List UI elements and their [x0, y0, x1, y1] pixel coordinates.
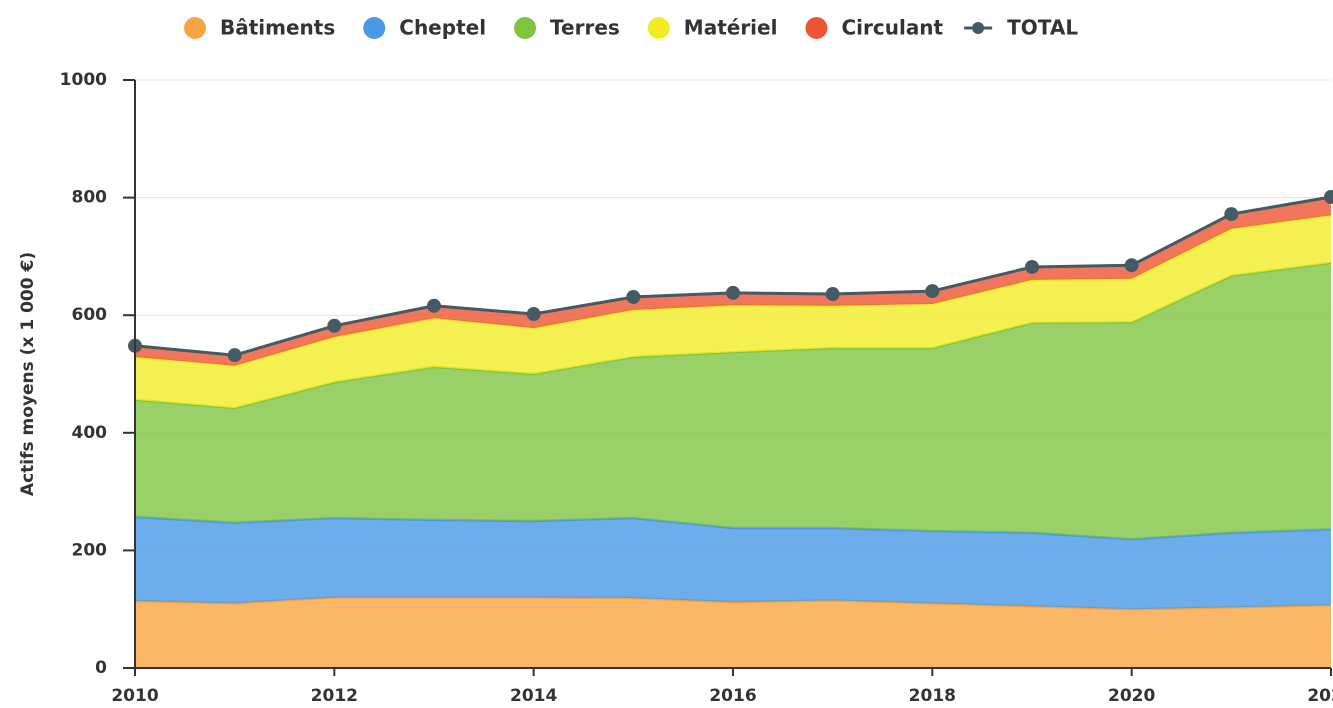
x-tick-label: 2018	[909, 686, 956, 706]
point	[1224, 207, 1239, 222]
point	[726, 285, 740, 300]
point	[626, 289, 641, 304]
legend-marker	[514, 17, 537, 39]
point	[227, 348, 242, 363]
area	[135, 516, 1331, 610]
point	[427, 298, 441, 313]
x-tick-label: 2012	[311, 686, 358, 706]
legend-label: Cheptel	[399, 16, 486, 40]
y-tick-label: 200	[72, 540, 108, 560]
x-tick-label: 2022	[1307, 686, 1333, 706]
y-tick-label: 0	[95, 658, 107, 678]
point	[1324, 190, 1333, 205]
legend-label: TOTAL	[1007, 16, 1078, 40]
area	[135, 262, 1331, 540]
point	[327, 318, 342, 333]
legend-label: Bâtiments	[220, 16, 335, 40]
legend-marker	[972, 22, 985, 34]
x-tick-label: 2016	[709, 686, 756, 706]
x-tick-label: 2014	[510, 686, 557, 706]
legend-label: Terres	[550, 16, 620, 40]
area	[135, 597, 1331, 668]
y-axis-title: Actifs moyens (x 1 000 €)	[18, 252, 38, 496]
legend-marker	[184, 17, 206, 39]
point	[925, 284, 940, 299]
y-tick-label: 400	[72, 423, 108, 443]
legend-label: Circulant	[841, 16, 943, 40]
legend-marker	[805, 17, 828, 39]
point	[1025, 259, 1039, 274]
x-tick-label: 2020	[1108, 686, 1155, 706]
legend: Bâtiments Cheptel Terres Matériel Circulant T…	[184, 16, 1078, 40]
x-tick-label: 2010	[111, 686, 158, 706]
y-tick-label: 800	[72, 188, 108, 208]
legend-marker	[363, 17, 386, 39]
area	[135, 215, 1331, 409]
legend-label: Matériel	[684, 16, 778, 40]
y-tick-label: 1000	[60, 70, 107, 90]
point	[825, 287, 840, 302]
y-tick-label: 600	[72, 305, 108, 325]
point	[526, 307, 541, 322]
point	[1124, 258, 1139, 273]
legend-marker	[647, 17, 670, 39]
